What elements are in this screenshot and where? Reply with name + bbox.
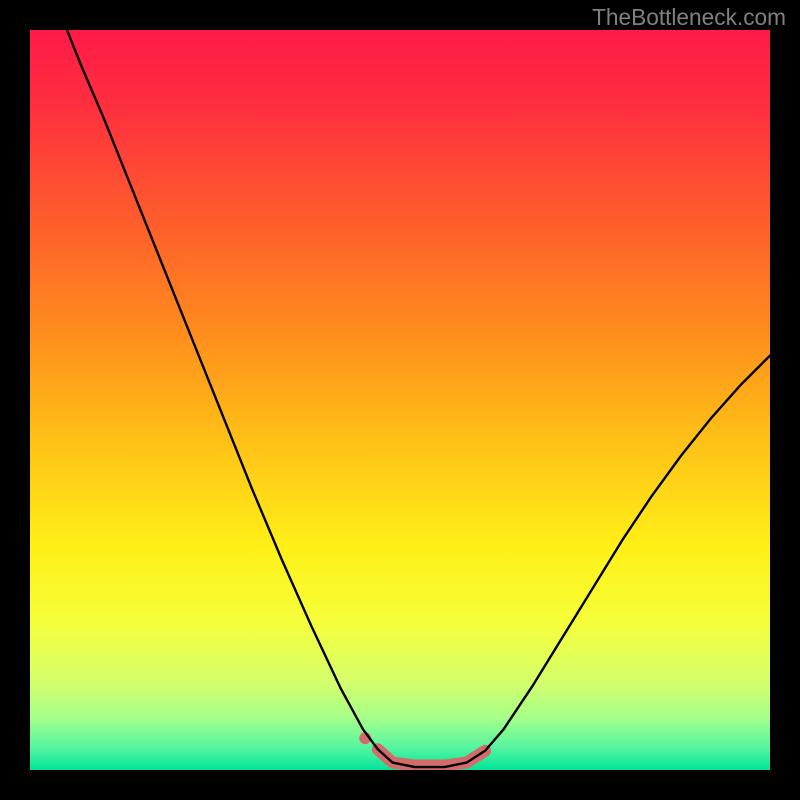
figure-root: TheBottleneck.com <box>0 0 800 800</box>
chart-svg <box>30 30 770 770</box>
watermark-text: TheBottleneck.com <box>592 4 786 31</box>
gradient-background <box>30 30 770 770</box>
plot-area <box>30 30 770 770</box>
